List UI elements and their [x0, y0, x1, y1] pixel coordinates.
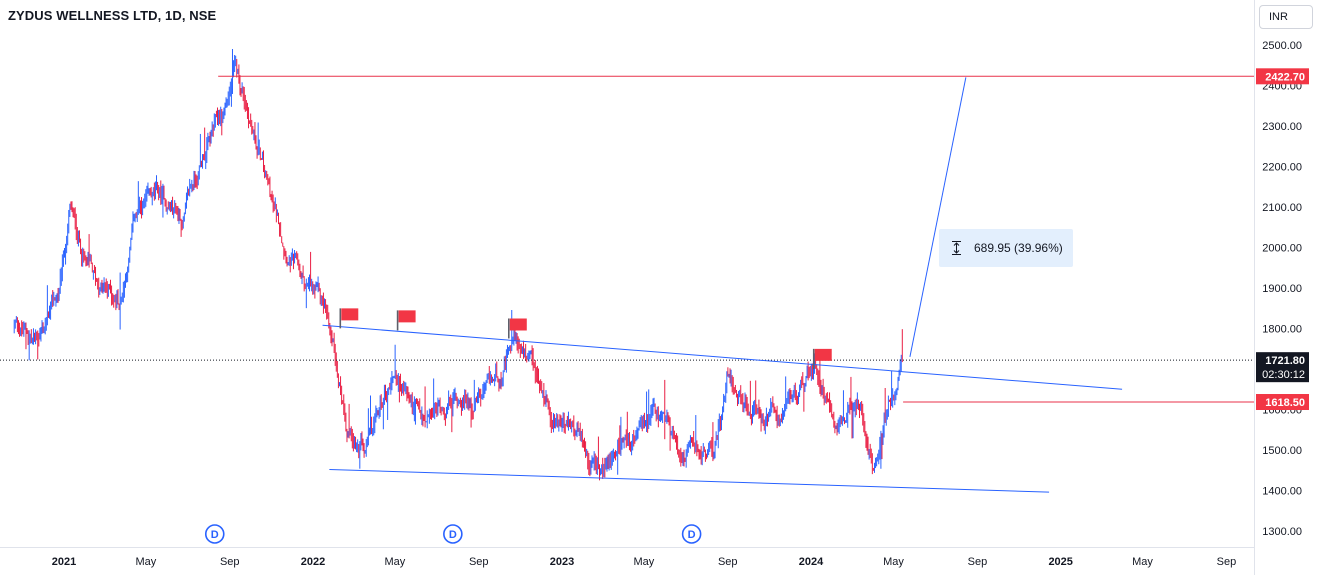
- svg-text:D: D: [688, 529, 696, 541]
- price-tick-label: 2300.00: [1262, 121, 1302, 133]
- time-tick-label: 2021: [52, 556, 76, 568]
- upper-trendline[interactable]: [322, 324, 1123, 390]
- currency-label: INR: [1269, 11, 1288, 23]
- current-price-tag-bg: [1256, 352, 1309, 383]
- time-tick-label: Sep: [718, 556, 738, 568]
- time-tick-label: 2023: [550, 556, 574, 568]
- time-tick-label: May: [135, 556, 156, 568]
- time-tick-label: 2024: [799, 556, 824, 568]
- candle-series: [13, 49, 903, 481]
- time-tick-label: 2022: [301, 556, 325, 568]
- time-tick-label: Sep: [469, 556, 489, 568]
- time-tick-label: Sep: [968, 556, 988, 568]
- flag-icon[interactable]: [339, 308, 359, 329]
- dividend-marker-icon[interactable]: D: [443, 524, 463, 544]
- dividend-marker-icon[interactable]: D: [204, 524, 225, 544]
- time-tick-label: May: [384, 556, 405, 568]
- lower-trendline[interactable]: [329, 468, 1050, 493]
- price-tags: 2422.70 1618.50 1721.80 02:30:12: [1256, 68, 1309, 411]
- time-tick-label: May: [633, 556, 654, 568]
- target-price-tag-label: 2422.70: [1265, 71, 1305, 83]
- price-range-measure[interactable]: 689.95 (39.96%): [939, 229, 1073, 267]
- price-axis: 1300.001400.001500.001600.001700.001800.…: [1262, 40, 1302, 538]
- time-axis: 2021 May Sep 2022 May Sep 2023 May Sep 2024 May Sep…: [52, 556, 1236, 568]
- price-tick-label: 2200.00: [1262, 162, 1302, 174]
- flag-icon[interactable]: [507, 318, 527, 339]
- price-range-value: 689.95 (39.96%): [974, 241, 1063, 255]
- time-tick-label: Sep: [220, 556, 240, 568]
- time-tick-label: May: [883, 556, 904, 568]
- price-tick-label: 2500.00: [1262, 40, 1302, 52]
- flag-icon[interactable]: [396, 310, 416, 331]
- dividend-marker-icon[interactable]: D: [681, 524, 702, 544]
- current-price-tag-label: 02:30:12: [1262, 369, 1305, 381]
- price-range-icon: [952, 241, 961, 255]
- currency-button[interactable]: INR: [1259, 5, 1313, 29]
- target-price-tag-bg: [1256, 68, 1309, 85]
- price-tick-label: 2100.00: [1262, 202, 1302, 214]
- price-tick-label: 1400.00: [1262, 486, 1302, 498]
- support-price-tag-bg: [1256, 394, 1309, 411]
- price-tick-label: 1300.00: [1262, 526, 1302, 538]
- time-tick-label: May: [1132, 556, 1153, 568]
- svg-text:D: D: [449, 529, 457, 541]
- flag-icon[interactable]: [812, 348, 832, 369]
- chart-title: ZYDUS WELLNESS LTD, 1D, NSE: [8, 8, 217, 23]
- current-price-tag-label: 1721.80: [1265, 355, 1305, 367]
- price-tick-label: 1500.00: [1262, 445, 1302, 457]
- support-price-tag-label: 1618.50: [1265, 397, 1305, 409]
- price-tick-label: 1900.00: [1262, 283, 1302, 295]
- time-tick-label: Sep: [1217, 556, 1237, 568]
- projection-line[interactable]: [909, 77, 967, 357]
- time-tick-label: 2025: [1048, 556, 1072, 568]
- price-tick-label: 2000.00: [1262, 243, 1302, 255]
- svg-text:D: D: [211, 529, 219, 541]
- price-tick-label: 1800.00: [1262, 324, 1302, 336]
